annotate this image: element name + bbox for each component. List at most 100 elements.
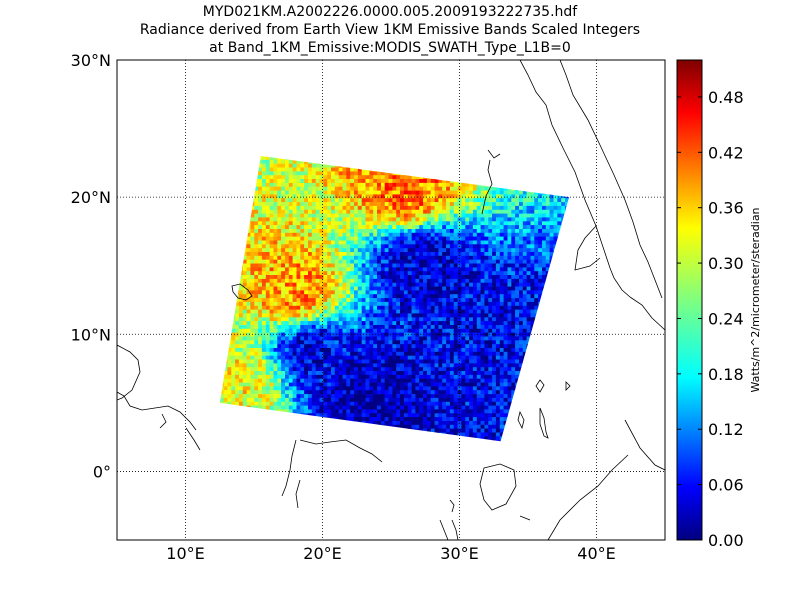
swath-pixel: [377, 290, 382, 295]
swath-pixel: [396, 244, 401, 249]
swath-pixel: [300, 244, 305, 249]
swath-pixel: [373, 294, 378, 299]
swath-pixel: [565, 202, 570, 207]
swath-pixel: [346, 221, 351, 226]
swath-pixel: [507, 301, 512, 307]
swath-pixel: [254, 194, 259, 199]
swath-pixel: [261, 182, 267, 188]
swath-pixel: [338, 175, 343, 180]
swath-pixel: [503, 263, 508, 268]
swath-pixel: [561, 205, 566, 211]
swath-pixel: [426, 351, 432, 356]
swath-pixel: [469, 313, 474, 318]
swath-pixel: [323, 190, 328, 195]
swath-pixel: [411, 229, 416, 234]
swath-pixel: [285, 301, 290, 307]
swath-pixel: [238, 286, 244, 291]
swath-pixel: [334, 171, 339, 176]
swath-pixel: [499, 344, 504, 349]
swath-pixel: [526, 244, 531, 249]
swath-pixel: [403, 248, 409, 253]
swath-pixel: [346, 232, 351, 237]
swath-pixel: [377, 225, 382, 230]
swath-pixel: [419, 355, 424, 360]
swath-pixel: [231, 332, 236, 337]
swath-pixel: [411, 309, 416, 314]
swath-pixel: [288, 336, 293, 341]
swath-pixel: [250, 278, 255, 284]
swath-pixel: [522, 198, 527, 203]
swath-pixel: [346, 317, 351, 322]
swath-pixel: [549, 252, 554, 257]
swath-pixel: [434, 313, 439, 318]
swath-pixel: [561, 194, 566, 199]
swath-pixel: [238, 328, 244, 333]
swath-pixel: [227, 351, 232, 356]
swath-pixel: [472, 252, 478, 257]
swath-pixel: [334, 175, 339, 180]
swath-pixel: [338, 240, 343, 245]
swath-pixel: [472, 182, 478, 188]
swath-pixel: [384, 213, 389, 218]
swath-pixel: [411, 286, 416, 291]
swath-pixel: [288, 355, 293, 360]
swath-pixel: [526, 263, 531, 268]
swath-pixel: [338, 255, 343, 260]
swath-pixel: [403, 252, 409, 257]
swath-pixel: [492, 313, 497, 318]
swath-pixel: [419, 328, 424, 333]
swath-pixel: [242, 328, 247, 333]
swath-pixel: [396, 182, 401, 188]
swath-pixel: [338, 209, 343, 214]
swath-pixel: [258, 159, 263, 164]
swath-pixel: [285, 209, 290, 214]
swath-pixel: [557, 213, 562, 218]
swath-pixel: [426, 317, 432, 322]
swath-pixel: [250, 255, 255, 260]
swath-pixel: [300, 186, 305, 191]
swath-pixel: [254, 198, 259, 203]
swath-pixel: [296, 248, 301, 253]
swath-pixel: [461, 186, 466, 191]
swath-pixel: [507, 282, 512, 287]
swath-pixel: [258, 336, 263, 341]
swath-pixel: [430, 252, 435, 257]
swath-pixel: [373, 267, 378, 272]
swath-pixel: [515, 217, 520, 222]
swath-pixel: [357, 282, 362, 287]
swath-pixel: [446, 202, 451, 207]
swath-pixel: [476, 294, 481, 299]
swath-pixel: [281, 336, 286, 341]
swath-pixel: [526, 286, 531, 291]
swath-pixel: [357, 355, 362, 360]
swath-pixel: [311, 171, 316, 176]
swath-pixel: [246, 298, 251, 303]
swath-pixel: [400, 259, 405, 264]
swath-pixel: [380, 232, 386, 237]
swath-pixel: [449, 355, 455, 360]
swath-pixel: [327, 328, 332, 333]
swath-pixel: [296, 209, 301, 214]
swath-pixel: [484, 240, 489, 245]
swath-pixel: [304, 190, 309, 195]
swath-pixel: [311, 221, 316, 226]
swath-pixel: [507, 198, 512, 203]
swath-pixel: [430, 236, 435, 241]
swath-pixel: [495, 194, 501, 199]
swath-pixel: [269, 325, 274, 330]
swath-pixel: [254, 240, 259, 245]
swath-pixel: [434, 182, 439, 188]
swath-pixel: [449, 190, 455, 195]
swath-pixel: [342, 355, 347, 360]
swath-pixel: [545, 225, 550, 230]
swath-pixel: [296, 186, 301, 191]
swath-pixel: [396, 321, 401, 326]
swath-pixel: [388, 236, 393, 241]
swath-pixel: [300, 355, 305, 360]
swath-pixel: [323, 290, 328, 295]
swath-pixel: [400, 229, 405, 234]
swath-pixel: [373, 328, 378, 333]
swath-pixel: [296, 344, 301, 349]
swath-pixel: [400, 244, 405, 249]
swath-pixel: [515, 351, 520, 356]
